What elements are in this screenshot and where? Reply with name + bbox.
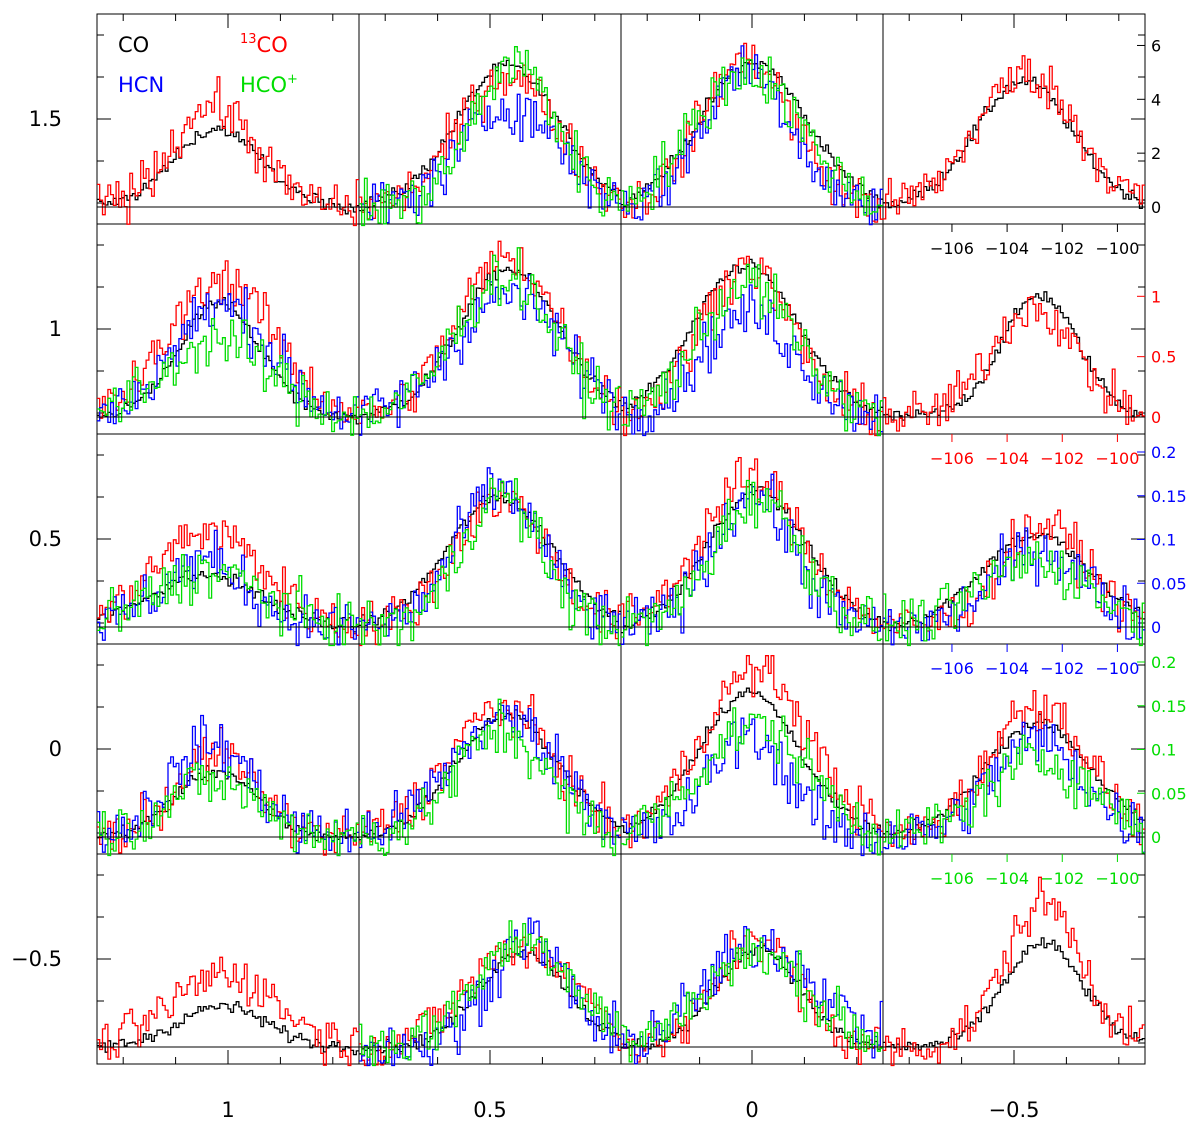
velocity-tick-label: −100 (1095, 239, 1139, 258)
spectrum-hcoplus (621, 707, 883, 856)
scale-tick-label: 6 (1151, 36, 1161, 55)
velocity-tick-label: −106 (930, 239, 974, 258)
scale-tick-label: 4 (1151, 90, 1161, 109)
legend-entry: HCO+ (240, 72, 298, 97)
spectrum-co (621, 258, 883, 414)
spectrum-hcn (359, 274, 621, 436)
scale-tick-label: 0.1 (1151, 741, 1176, 760)
legend-label: HCN (118, 73, 164, 97)
scale-tick-label: 0.2 (1151, 443, 1176, 462)
spectrum-hcoplus (97, 318, 359, 436)
spectrum-13co (359, 482, 621, 647)
spectrum-13co (883, 876, 1145, 1067)
velocity-tick-label: −104 (985, 449, 1029, 468)
spectrum-13co (97, 260, 359, 423)
velocity-tick-label: −100 (1095, 449, 1139, 468)
spectrum-co (97, 125, 359, 215)
spectrum-co (97, 570, 359, 633)
velocity-tick-label: −106 (930, 659, 974, 678)
scale-tick-label: 0.15 (1151, 487, 1187, 506)
spectrum-hcoplus (359, 920, 621, 1067)
spectrum-co (883, 76, 1145, 210)
spectrum-hcoplus (883, 541, 1145, 647)
spectrum-13co (883, 296, 1145, 432)
velocity-tick-label: −104 (985, 239, 1029, 258)
spectrum-hcn (97, 529, 359, 647)
velocity-tick-label: −104 (985, 659, 1029, 678)
y-tick-label: 1 (49, 317, 62, 341)
spectrum-hcoplus (359, 46, 621, 227)
scale-tick-label: 0 (1151, 828, 1161, 847)
legend-sup: 13 (240, 32, 257, 47)
spectrum-hcoplus (359, 698, 621, 857)
velocity-tick-label: −102 (1040, 239, 1084, 258)
spectrum-hcn (359, 917, 621, 1067)
velocity-tick-label: −100 (1095, 659, 1139, 678)
spectrum-hcoplus (621, 479, 883, 647)
outer-axes: 1 0.5 0 −0.5 1.5 1 0.5 0 −0.5 0 2 4 6 −106 −104 −102 −10… (11, 13, 1187, 1122)
legend-entry: CO (118, 33, 149, 57)
spectrum-hcoplus (621, 263, 883, 437)
velocity-tick-label: −106 (930, 449, 974, 468)
spectrum-13co (621, 456, 883, 635)
scale-tick-label: 0.2 (1151, 653, 1176, 672)
velocity-tick-label: −102 (1040, 869, 1084, 888)
spectrum-hcn (883, 721, 1145, 853)
velocity-tick-label: −106 (930, 869, 974, 888)
spectrum-hcn (97, 714, 359, 857)
spectrum-hcoplus (359, 477, 621, 647)
spectrum-13co (97, 76, 359, 227)
spectrum-hcoplus (97, 762, 359, 857)
spectrum-13co (621, 930, 883, 1066)
scale-tick-label: 2 (1151, 144, 1161, 163)
spectrum-hcoplus (359, 247, 621, 431)
spectrum-co (621, 945, 883, 1050)
y-tick-label: −0.5 (11, 947, 62, 971)
spectrum-13co (97, 956, 359, 1067)
panel-grid (97, 42, 1145, 1067)
velocity-tick-label: −102 (1040, 659, 1084, 678)
velocity-tick-label: −100 (1095, 869, 1139, 888)
spectrum-hcoplus (97, 554, 359, 647)
scale-tick-label: 0.1 (1151, 531, 1176, 550)
velocity-tick-label: −104 (985, 869, 1029, 888)
scale-tick-label: 0 (1151, 618, 1161, 637)
spectrum-hcoplus (621, 929, 883, 1063)
velocity-tick-label: −102 (1040, 449, 1084, 468)
scale-tick-label: 0.5 (1151, 348, 1176, 367)
spectrum-co (883, 291, 1145, 421)
x-tick-label: 1 (221, 1098, 234, 1122)
y-tick-label: 1.5 (29, 107, 62, 131)
y-tick-label: 0.5 (29, 527, 62, 551)
spectrum-co (621, 687, 883, 838)
scale-tick-label: 1 (1151, 287, 1161, 306)
scale-tick-label: 0.15 (1151, 697, 1187, 716)
scale-tick-label: 0 (1151, 408, 1161, 427)
x-tick-label: 0.5 (473, 1098, 506, 1122)
spectrum-hcoplus (883, 734, 1145, 854)
spectrum-13co (883, 55, 1145, 220)
spectrum-13co (621, 655, 883, 849)
spectrum-hcn (621, 717, 883, 857)
x-tick-label: 0 (745, 1098, 758, 1122)
scale-tick-label: 0 (1151, 198, 1161, 217)
spectrum-13co (359, 240, 621, 426)
scale-tick-label: 0.05 (1151, 574, 1187, 593)
x-tick-label: −0.5 (989, 1098, 1040, 1122)
legend-label: CO (257, 33, 288, 57)
spectrum-hcoplus (621, 56, 883, 216)
legend-label: HCO (240, 73, 287, 97)
spectrum-hcn (621, 284, 883, 437)
legend-entry: 13CO (240, 32, 288, 57)
legend-sup: + (287, 72, 298, 87)
scale-tick-label: 0.05 (1151, 784, 1187, 803)
legend-entry: HCN (118, 73, 164, 97)
y-tick-label: 0 (49, 737, 62, 761)
legend-label: CO (118, 33, 149, 57)
spectrum-co (359, 494, 621, 627)
spectrum-co (883, 937, 1145, 1051)
